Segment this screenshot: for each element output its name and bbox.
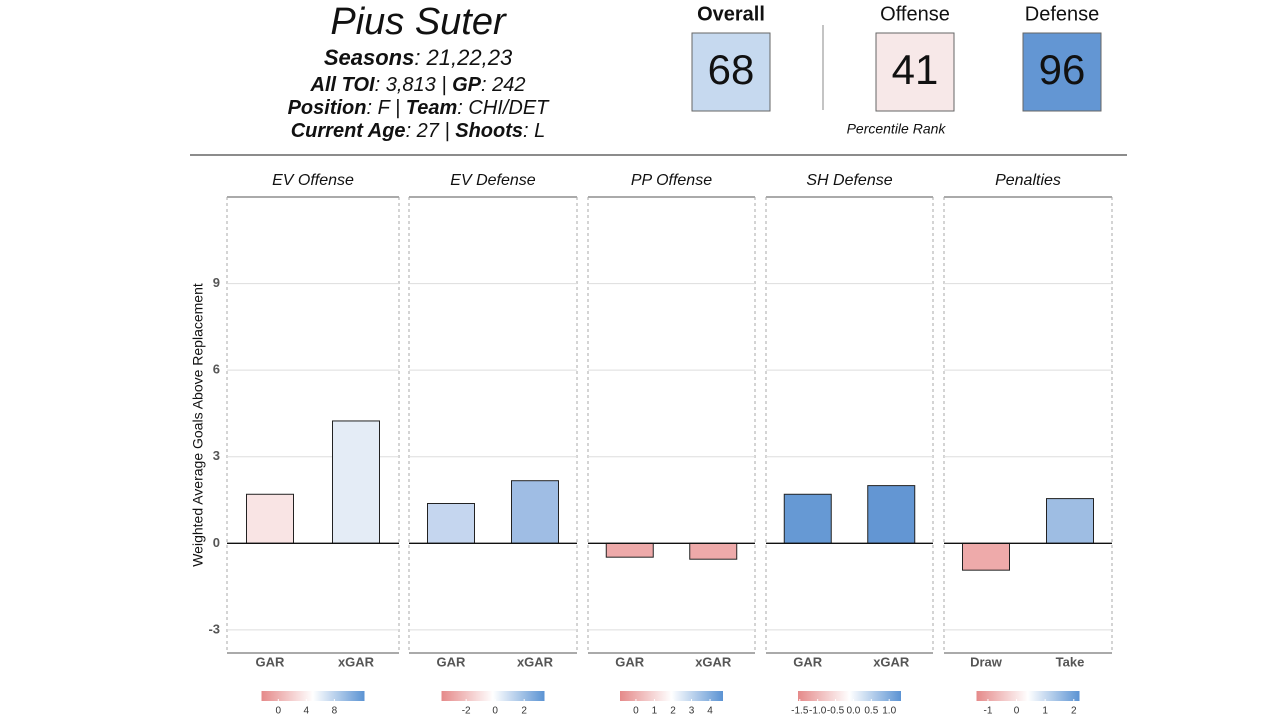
x-tick-label: Take: [1056, 654, 1085, 669]
info-label: GP: [452, 74, 482, 96]
score-value: 41: [892, 46, 939, 93]
y-tick-label: -3: [208, 621, 220, 636]
panel-title: Penalties: [995, 172, 1061, 189]
colorbar-tick-label: 0.0: [846, 706, 860, 717]
bar: [783, 493, 832, 544]
bar: [867, 485, 916, 544]
panel-title: EV Defense: [450, 172, 535, 189]
x-tick-label: xGAR: [338, 654, 375, 669]
info-label: Shoots: [455, 120, 523, 142]
x-tick-label: GAR: [256, 654, 286, 669]
score-note: Percentile Rank: [847, 121, 947, 137]
panel-title: PP Offense: [631, 172, 712, 189]
info-label: Current Age: [291, 120, 406, 142]
info-label: Seasons: [324, 45, 415, 70]
colorbar-tick-label: 1: [1042, 706, 1048, 717]
info-line: Current Age: 27 | Shoots: L: [291, 120, 546, 142]
bar: [511, 480, 559, 544]
info-value: : 242: [481, 74, 525, 96]
info-line: Seasons: 21,22,23: [324, 45, 513, 70]
x-tick-label: GAR: [793, 654, 823, 669]
colorbar-tick-label: -1.0: [809, 706, 827, 717]
colorbar-tick-label: 2: [1071, 706, 1077, 717]
colorbar-tick-label: -0.5: [827, 706, 845, 717]
colorbar-tick-label: 4: [707, 706, 713, 717]
bar: [427, 503, 475, 544]
info-value: : L: [523, 120, 545, 142]
colorbar: [441, 691, 545, 701]
colorbar-tick-label: 0: [633, 706, 639, 717]
colorbar-tick-label: 1: [652, 706, 658, 717]
colorbar-tick-label: 8: [332, 706, 338, 717]
bar: [332, 420, 380, 544]
y-axis-label: Weighted Average Goals Above Replacement: [190, 283, 206, 567]
info-line: All TOI: 3,813 | GP: 242: [310, 74, 526, 96]
x-tick-label: xGAR: [695, 654, 732, 669]
colorbar-tick-label: 1.0: [882, 706, 896, 717]
info-value: : F |: [366, 97, 405, 119]
info-line: Position: F | Team: CHI/DET: [288, 97, 551, 119]
colorbar-tick-label: -2: [462, 706, 471, 717]
x-tick-label: xGAR: [517, 654, 554, 669]
score-value: 96: [1039, 46, 1086, 93]
colorbar-tick-label: -1.5: [791, 706, 809, 717]
x-tick-label: GAR: [615, 654, 645, 669]
score-label: Offense: [880, 3, 950, 25]
info-label: Position: [288, 97, 367, 119]
panel-title: EV Offense: [272, 172, 354, 189]
info-value: : 3,813 |: [375, 74, 452, 96]
colorbar-tick-label: 4: [304, 706, 310, 717]
info-value: : CHI/DET: [457, 97, 550, 119]
panel-title: SH Defense: [806, 172, 892, 189]
bar: [689, 542, 738, 560]
info-value: : 21,22,23: [414, 45, 513, 70]
x-tick-label: Draw: [970, 654, 1003, 669]
player-name: Pius Suter: [330, 1, 507, 43]
y-tick-label: 3: [213, 448, 220, 463]
x-tick-label: xGAR: [873, 654, 910, 669]
info-label: All TOI: [310, 74, 376, 96]
bar: [1046, 498, 1094, 544]
y-tick-label: 6: [213, 362, 220, 377]
score-box: [691, 32, 771, 112]
x-tick-label: GAR: [437, 654, 467, 669]
colorbar-tick-label: 3: [689, 706, 695, 717]
colorbar-tick-label: 0: [276, 706, 282, 717]
bar: [246, 493, 294, 544]
bar: [605, 542, 654, 558]
score-label: Overall: [697, 3, 765, 25]
score-box: [1022, 32, 1102, 112]
y-tick-label: 9: [213, 275, 220, 290]
y-tick-label: 0: [213, 535, 220, 550]
score-label: Defense: [1025, 3, 1100, 25]
colorbar: [620, 691, 723, 701]
bar: [962, 542, 1010, 571]
colorbar: [261, 691, 365, 701]
colorbar-tick-label: 2: [670, 706, 676, 717]
score-box: [875, 32, 955, 112]
score-value: 68: [708, 46, 755, 93]
colorbar-tick-label: 0: [1014, 706, 1020, 717]
colorbar: [976, 691, 1080, 701]
info-value: : 27 |: [406, 120, 456, 142]
colorbar-tick-label: -1: [983, 706, 992, 717]
colorbar: [798, 691, 901, 701]
colorbar-tick-label: 0.5: [864, 706, 878, 717]
colorbar-tick-label: 0: [492, 706, 498, 717]
colorbar-tick-label: 2: [521, 706, 527, 717]
info-label: Team: [406, 97, 458, 119]
